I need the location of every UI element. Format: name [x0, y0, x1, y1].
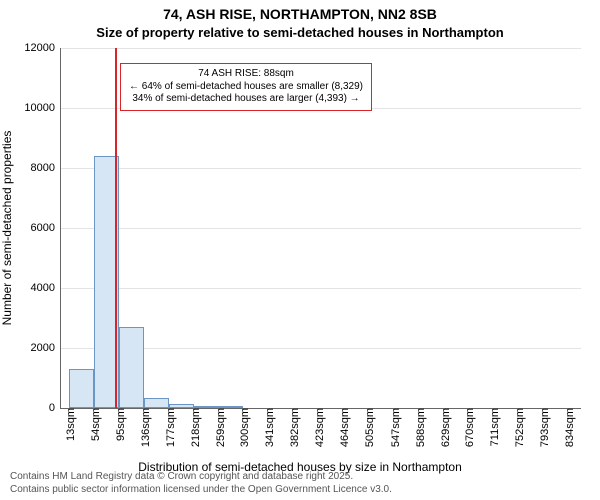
x-tick-label: 300sqm [235, 408, 251, 447]
x-tick-label: 382sqm [285, 408, 301, 447]
subject-property-marker [115, 48, 117, 408]
footer-line-1: Contains HM Land Registry data © Crown c… [10, 471, 392, 484]
x-tick-label: 341sqm [260, 408, 276, 447]
x-tick-label: 834sqm [560, 408, 576, 447]
gridline [61, 168, 581, 169]
y-tick-label: 12000 [24, 42, 61, 54]
x-tick-label: 423sqm [310, 408, 326, 447]
footer-line-2: Contains public sector information licen… [10, 484, 392, 497]
y-tick-label: 6000 [31, 222, 61, 234]
x-tick-label: 752sqm [510, 408, 526, 447]
gridline [61, 48, 581, 49]
x-tick-label: 588sqm [411, 408, 427, 447]
x-tick-label: 218sqm [186, 408, 202, 447]
x-tick-label: 136sqm [136, 408, 152, 447]
x-tick-label: 177sqm [161, 408, 177, 447]
x-tick-label: 670sqm [460, 408, 476, 447]
chart-subtitle: Size of property relative to semi-detach… [0, 25, 600, 40]
y-tick-label: 2000 [31, 342, 61, 354]
histogram-bar [144, 398, 169, 408]
data-attribution-footer: Contains HM Land Registry data © Crown c… [10, 471, 392, 496]
gridline [61, 228, 581, 229]
y-axis-label: Number of semi-detached properties [0, 131, 14, 326]
property-size-chart: 74, ASH RISE, NORTHAMPTON, NN2 8SB Size … [0, 0, 600, 500]
y-tick-label: 8000 [31, 162, 61, 174]
x-tick-label: 793sqm [535, 408, 551, 447]
chart-title-line1: 74, ASH RISE, NORTHAMPTON, NN2 8SB [0, 6, 600, 22]
y-tick-label: 4000 [31, 282, 61, 294]
x-tick-label: 711sqm [485, 408, 501, 446]
x-tick-label: 95sqm [111, 408, 127, 441]
x-tick-label: 13sqm [61, 408, 77, 441]
gridline [61, 288, 581, 289]
histogram-bar [69, 369, 94, 408]
annotation-line: 34% of semi-detached houses are larger (… [129, 93, 363, 106]
histogram-bar [119, 327, 144, 408]
x-tick-label: 464sqm [335, 408, 351, 447]
x-tick-label: 505sqm [360, 408, 376, 447]
property-callout-box: 74 ASH RISE: 88sqm← 64% of semi-detached… [120, 63, 372, 111]
x-tick-label: 629sqm [436, 408, 452, 447]
y-tick-label: 10000 [24, 102, 61, 114]
x-tick-label: 259sqm [211, 408, 227, 447]
x-tick-label: 54sqm [86, 408, 102, 441]
annotation-line: ← 64% of semi-detached houses are smalle… [129, 81, 363, 94]
y-tick-label: 0 [49, 402, 61, 414]
x-tick-label: 547sqm [386, 408, 402, 447]
annotation-line: 74 ASH RISE: 88sqm [129, 68, 363, 81]
